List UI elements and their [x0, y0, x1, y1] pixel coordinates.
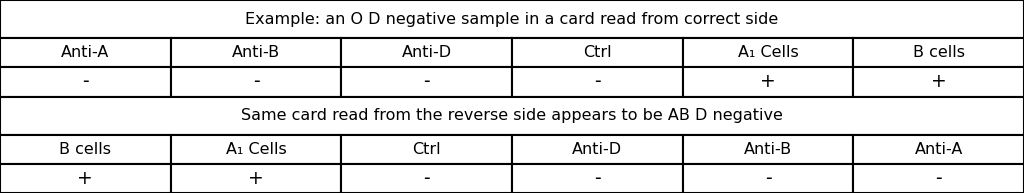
Bar	[853, 164, 1024, 193]
Bar	[683, 164, 853, 193]
Text: Anti-A: Anti-A	[914, 142, 963, 157]
Text: -: -	[253, 72, 259, 91]
Bar	[341, 135, 512, 164]
Bar	[0, 164, 171, 193]
Bar	[853, 38, 1024, 67]
Bar	[171, 38, 341, 67]
Text: +: +	[760, 72, 776, 91]
Text: -: -	[765, 169, 771, 188]
Bar	[512, 135, 683, 164]
Text: -: -	[423, 72, 430, 91]
Text: B cells: B cells	[59, 142, 112, 157]
Text: -: -	[935, 169, 942, 188]
Text: Ctrl: Ctrl	[583, 45, 611, 60]
Text: A₁ Cells: A₁ Cells	[225, 142, 287, 157]
Text: A₁ Cells: A₁ Cells	[737, 45, 799, 60]
Bar	[171, 164, 341, 193]
Text: Example: an O D negative sample in a card read from correct side: Example: an O D negative sample in a car…	[246, 12, 778, 27]
Bar	[0, 135, 171, 164]
Text: +: +	[78, 169, 93, 188]
Text: +: +	[931, 72, 946, 91]
Bar	[683, 67, 853, 96]
Text: -: -	[594, 169, 601, 188]
Bar	[853, 135, 1024, 164]
Bar	[0, 96, 1024, 135]
Bar	[341, 38, 512, 67]
Text: Anti-B: Anti-B	[744, 142, 792, 157]
Bar	[0, 67, 171, 96]
Bar	[683, 135, 853, 164]
Text: Anti-D: Anti-D	[572, 142, 623, 157]
Text: -: -	[82, 72, 89, 91]
Bar	[853, 67, 1024, 96]
Bar	[171, 67, 341, 96]
Bar	[512, 164, 683, 193]
Bar	[171, 135, 341, 164]
Text: Anti-A: Anti-A	[61, 45, 110, 60]
Bar	[0, 38, 171, 67]
Bar	[512, 38, 683, 67]
Text: Anti-D: Anti-D	[401, 45, 452, 60]
Text: -: -	[423, 169, 430, 188]
Bar	[341, 164, 512, 193]
Text: +: +	[248, 169, 264, 188]
Text: Same card read from the reverse side appears to be AB D negative: Same card read from the reverse side app…	[241, 108, 783, 123]
Text: Ctrl: Ctrl	[413, 142, 441, 157]
Bar	[0, 0, 1024, 38]
Bar	[512, 67, 683, 96]
Text: -: -	[594, 72, 601, 91]
Bar	[683, 38, 853, 67]
Text: Anti-B: Anti-B	[232, 45, 280, 60]
Text: B cells: B cells	[912, 45, 965, 60]
Bar	[341, 67, 512, 96]
